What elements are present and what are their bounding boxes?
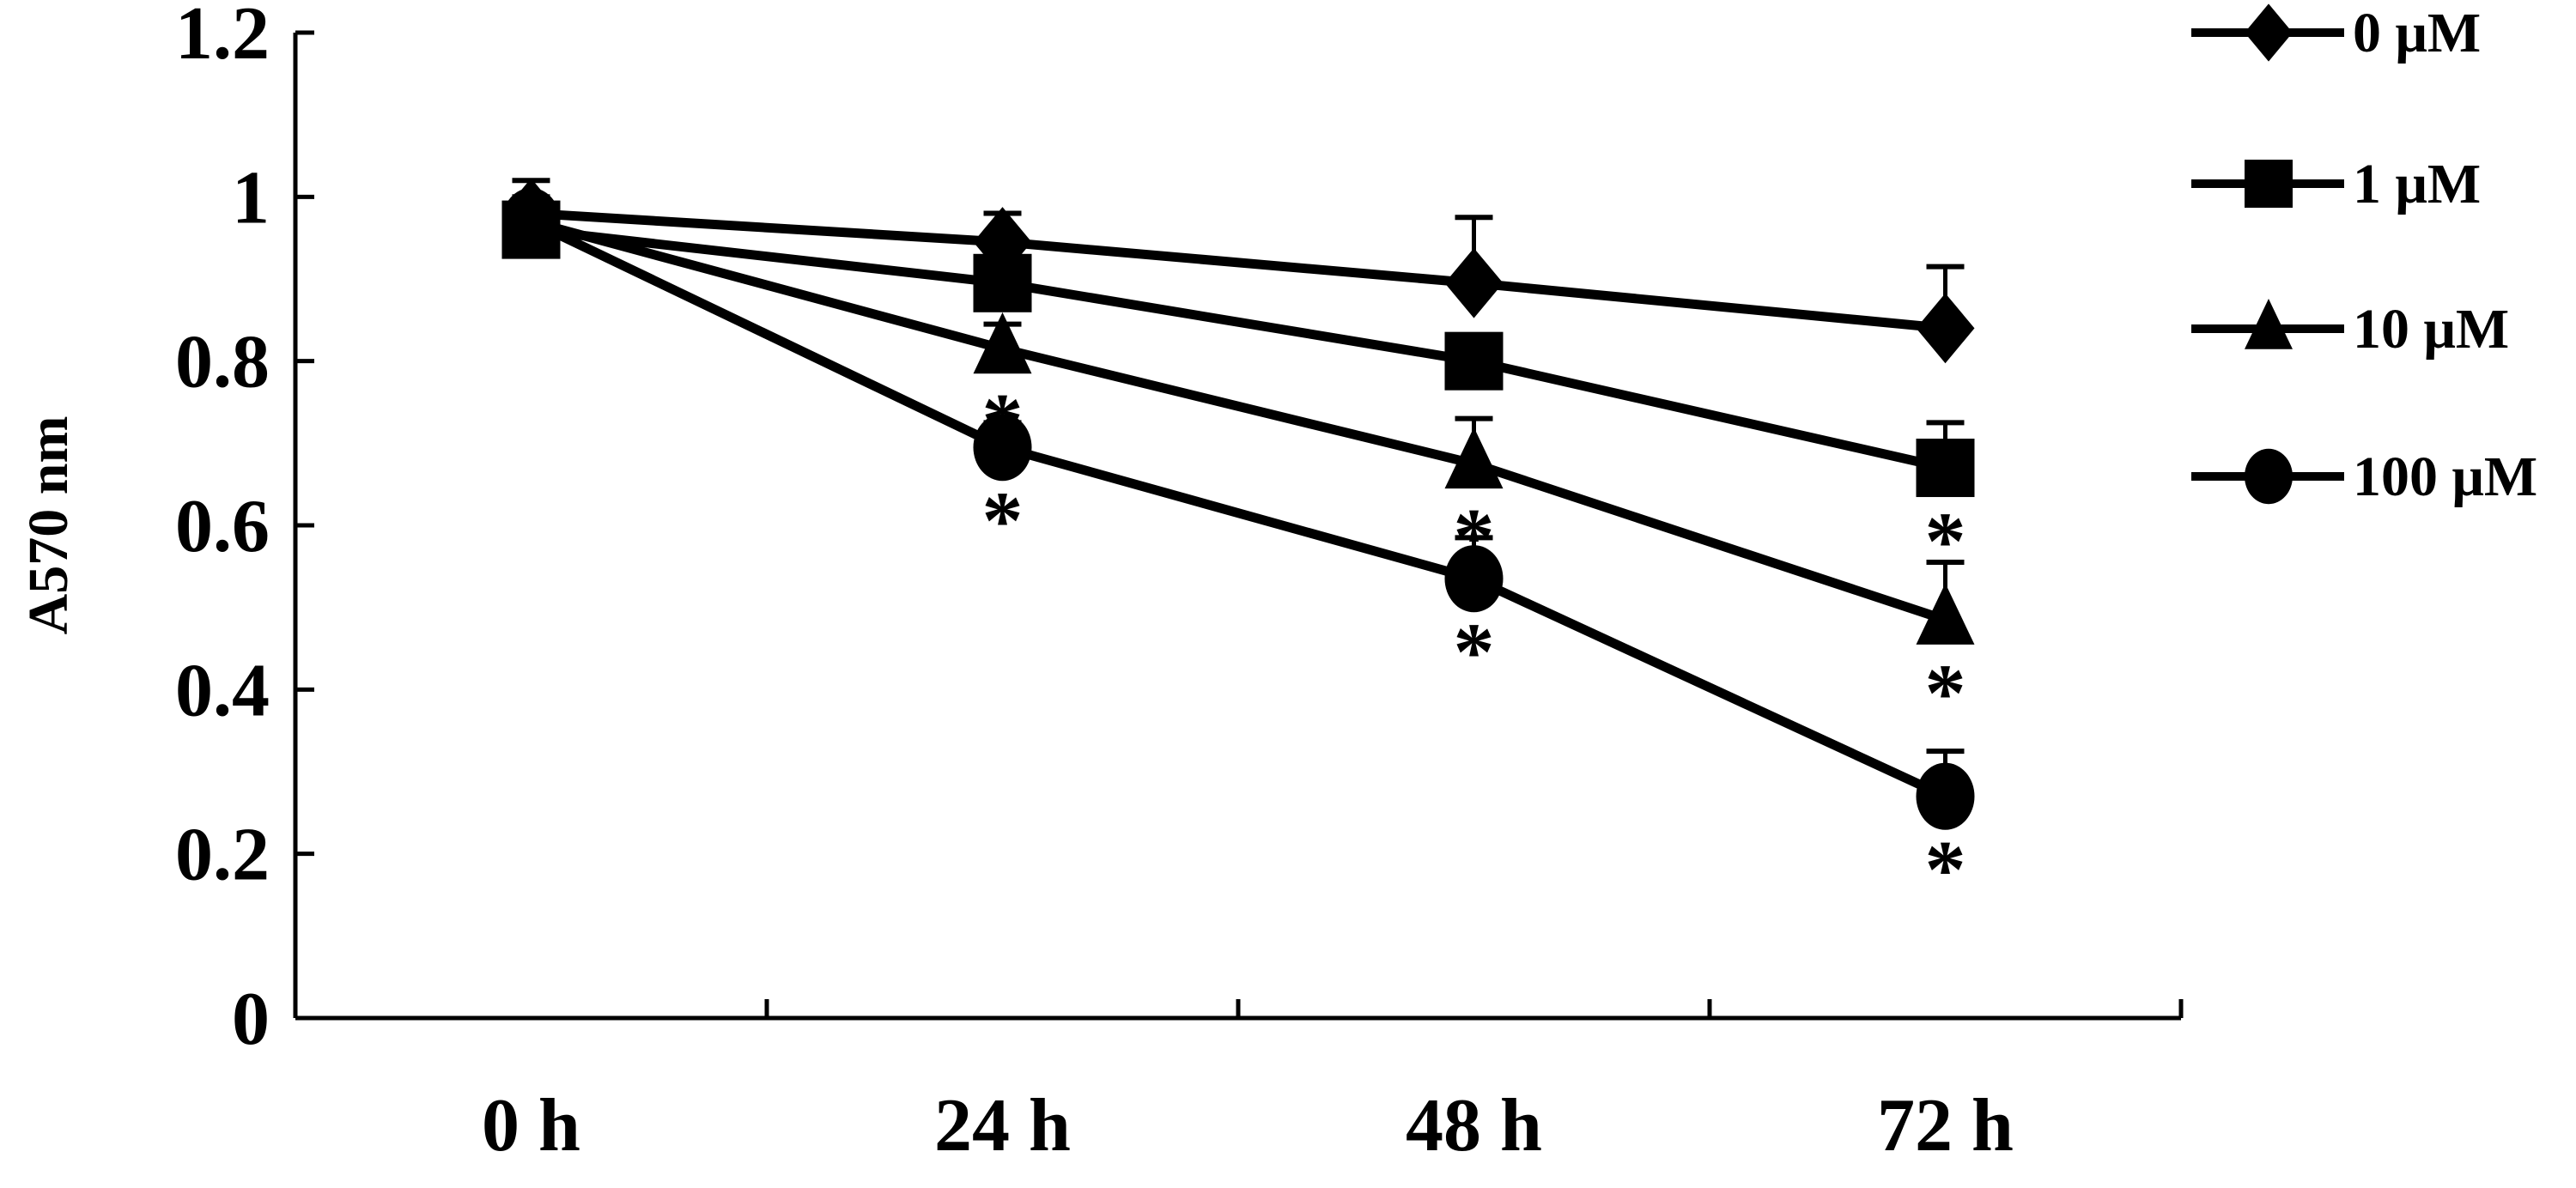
legend-label: 10 μM <box>2353 298 2509 361</box>
axes: 0 0.2 0.4 0.6 0.8 1 1.2 0 h 24 h 48 h 72 h <box>175 0 2184 1167</box>
legend-item: 0 μM <box>2191 2 2481 64</box>
y-tick-label: 0.4 <box>175 649 270 732</box>
circle-marker <box>1444 545 1504 613</box>
y-tick-label: 1 <box>232 156 270 239</box>
y-tick-label: 0.6 <box>175 485 270 568</box>
legend: 0 μM 1 μM 10 μM 100 μM <box>2191 2 2537 508</box>
legend-label: 100 μM <box>2353 446 2537 508</box>
series-triangle: * * * <box>501 185 1975 739</box>
y-tick-label: 0.8 <box>175 321 270 404</box>
x-tick-label: 48 h <box>1406 1084 1542 1167</box>
circle-marker <box>501 187 561 256</box>
x-tick-label: 24 h <box>934 1084 1071 1167</box>
triangle-marker <box>1916 583 1975 645</box>
legend-item: 1 μM <box>2191 153 2481 215</box>
legend-label: 0 μM <box>2353 2 2481 64</box>
significance-asterisk: * <box>982 475 1024 567</box>
x-tick-label: 0 h <box>482 1084 580 1167</box>
series-line <box>530 216 1947 625</box>
legend-label: 1 μM <box>2353 153 2481 215</box>
circle-marker <box>2245 448 2293 505</box>
square-marker <box>1444 331 1504 391</box>
square-marker <box>973 253 1032 312</box>
series-line <box>529 217 1947 801</box>
diamond-marker <box>1916 293 1975 364</box>
circle-marker <box>973 414 1032 482</box>
y-tick-label: 1.2 <box>175 0 270 76</box>
significance-asterisk: * <box>1454 606 1495 698</box>
diamond-marker <box>2245 3 2293 62</box>
series-line <box>530 225 1947 473</box>
y-tick-label: 0.2 <box>175 814 270 897</box>
square-marker <box>1916 439 1975 498</box>
legend-item: 10 μM <box>2191 298 2509 361</box>
significance-asterisk: * <box>1925 647 1966 739</box>
series-line <box>531 208 1947 333</box>
square-marker <box>2245 160 2293 208</box>
series-layer: ******* <box>501 178 1975 916</box>
series-circle: * * * <box>501 187 1975 916</box>
circle-marker <box>1916 762 1975 830</box>
legend-item: 100 μM <box>2191 446 2537 508</box>
significance-asterisk: * <box>1925 824 1966 916</box>
triangle-marker <box>2245 299 2293 349</box>
diamond-marker <box>1444 247 1504 318</box>
x-tick-label: 72 h <box>1877 1084 2014 1167</box>
triangle-marker <box>973 312 1032 374</box>
y-tick-label: 0 <box>232 978 270 1061</box>
y-axis-label: A570 nm <box>17 416 80 635</box>
triangle-marker <box>1444 427 1504 489</box>
